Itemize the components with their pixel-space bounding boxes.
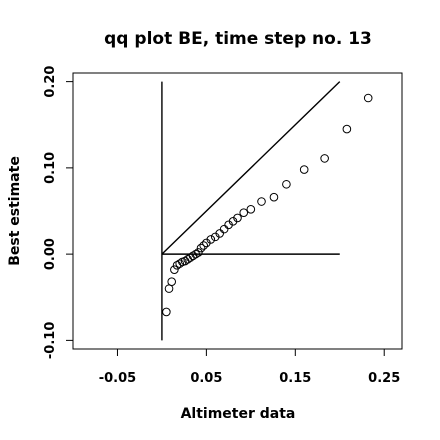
y-axis: -0.10 0.00 0.10 0.20 [43, 66, 73, 359]
data-point [215, 229, 225, 238]
data-point [170, 265, 179, 274]
data-point [299, 165, 309, 174]
data-point [257, 197, 266, 206]
data-point [162, 307, 171, 317]
data-point [269, 192, 279, 202]
data-point [342, 124, 352, 134]
data-point [199, 241, 209, 250]
data-points [162, 93, 373, 317]
data-point [233, 213, 242, 223]
data-point [363, 93, 373, 103]
data-point [196, 243, 206, 253]
y-tick-label: 0.20 [43, 66, 58, 98]
data-point [320, 154, 329, 163]
chart-title: qq plot BE, time step no. 13 [104, 29, 372, 49]
plot-area-frame [72, 72, 403, 350]
reference-line [161, 81, 341, 255]
y-tick-label: 0.00 [43, 238, 58, 270]
reference-lines [161, 81, 341, 341]
x-tick-label: 0.05 [190, 371, 222, 386]
x-tick-label: 0.15 [279, 371, 311, 386]
data-point [186, 253, 195, 262]
data-point [246, 204, 256, 214]
data-point [194, 248, 203, 257]
y-tick-label: 0.10 [43, 152, 58, 184]
data-point [282, 179, 291, 189]
data-point [175, 259, 185, 268]
data-point [188, 251, 198, 261]
x-tick-label: 0.25 [368, 371, 400, 386]
y-axis-label: Best estimate [7, 156, 23, 266]
y-tick-label: -0.10 [43, 322, 58, 359]
data-point [191, 249, 201, 259]
data-point [172, 261, 182, 270]
x-axis: -0.05 0.05 0.15 0.25 [99, 349, 400, 386]
data-point [219, 224, 229, 234]
x-axis-label: Altimeter data [181, 406, 296, 422]
data-point [167, 277, 176, 287]
x-tick-label: -0.05 [99, 371, 136, 386]
data-point [239, 208, 249, 218]
data-point [206, 235, 216, 244]
